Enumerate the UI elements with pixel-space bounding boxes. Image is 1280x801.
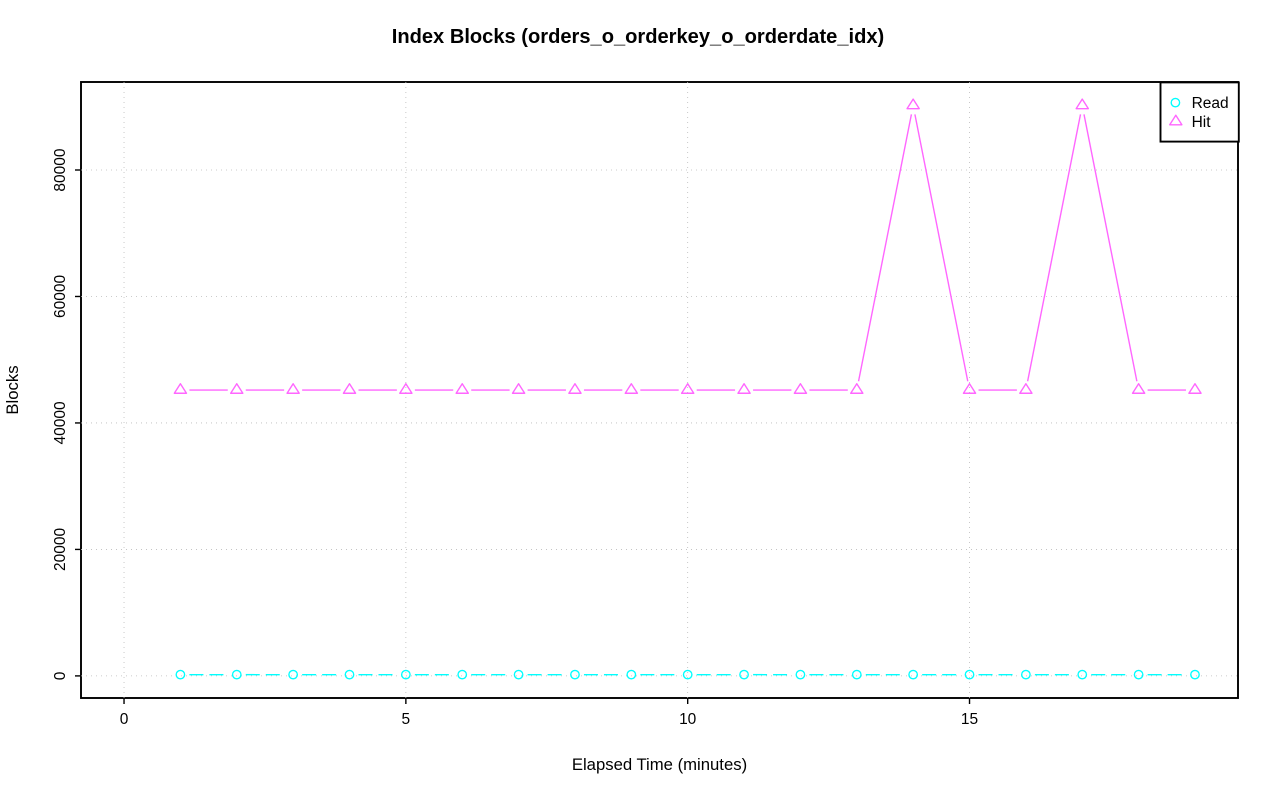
svg-text:Elapsed Time (minutes): Elapsed Time (minutes)	[572, 755, 747, 774]
svg-text:60000: 60000	[52, 275, 69, 318]
svg-text:40000: 40000	[52, 401, 69, 444]
svg-text:Read: Read	[1192, 95, 1229, 112]
svg-text:0: 0	[120, 711, 129, 728]
svg-text:15: 15	[961, 711, 978, 728]
svg-text:Index Blocks (orders_o_orderke: Index Blocks (orders_o_orderkey_o_orderd…	[392, 26, 884, 48]
svg-text:Hit: Hit	[1192, 114, 1212, 131]
svg-text:20000: 20000	[52, 527, 69, 570]
svg-text:0: 0	[52, 671, 69, 680]
svg-text:5: 5	[402, 711, 411, 728]
svg-text:10: 10	[679, 711, 697, 728]
svg-text:80000: 80000	[52, 148, 69, 191]
svg-text:Blocks: Blocks	[3, 365, 22, 414]
